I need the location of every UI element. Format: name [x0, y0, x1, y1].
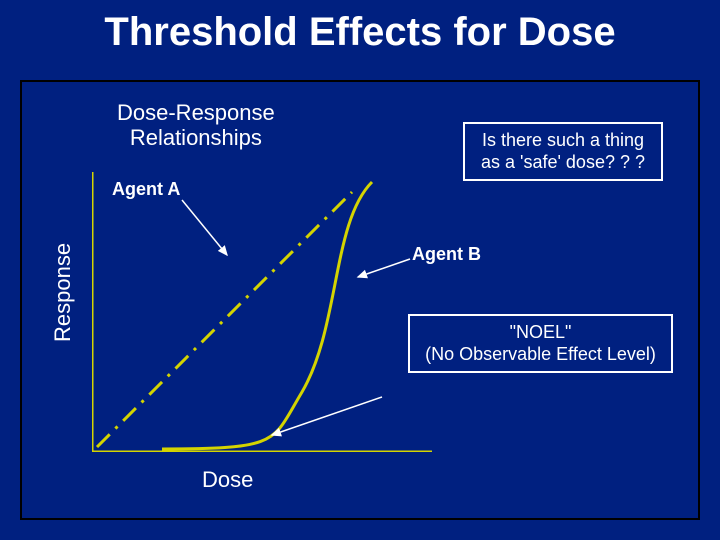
callout-noel-line1: "NOEL" — [510, 322, 572, 342]
y-axis-label: Response — [50, 243, 76, 342]
x-axis-label: Dose — [202, 467, 253, 493]
plot-area — [92, 172, 432, 452]
agent-a-label: Agent A — [112, 179, 180, 200]
page-title: Threshold Effects for Dose — [0, 0, 720, 63]
subtitle-line2: Relationships — [130, 125, 262, 150]
callout-safe-dose: Is there such a thing as a 'safe' dose? … — [463, 122, 663, 181]
callout-safe-line2: as a 'safe' dose? ? ? — [481, 152, 645, 172]
agent-a-curve — [97, 192, 352, 447]
callout-safe-line1: Is there such a thing — [482, 130, 644, 150]
callout-noel: "NOEL" (No Observable Effect Level) — [408, 314, 673, 373]
subtitle-line1: Dose-Response — [117, 100, 275, 125]
callout-noel-line2: (No Observable Effect Level) — [425, 344, 656, 364]
agent-b-label: Agent B — [412, 244, 481, 265]
agent-b-curve — [162, 182, 372, 449]
chart-subtitle: Dose-Response Relationships — [117, 100, 275, 151]
chart-frame: Dose-Response Relationships Response Dos… — [20, 80, 700, 520]
